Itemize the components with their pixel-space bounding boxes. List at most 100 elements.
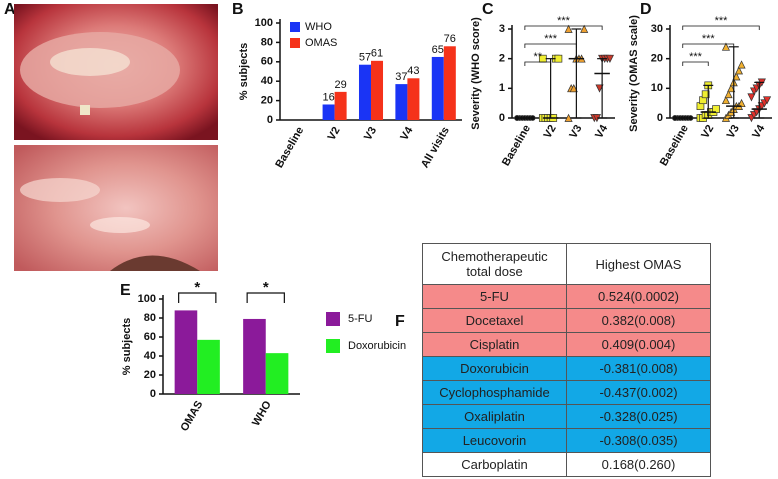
x-tick-label: All visits — [419, 125, 452, 170]
legend-swatch — [290, 38, 300, 48]
value-label: 43 — [407, 65, 419, 77]
y-axis-label: % subjects — [238, 43, 250, 100]
value-label: 16 — [322, 91, 334, 103]
value-label: 57 — [359, 52, 371, 64]
significance-bracket — [524, 43, 577, 48]
table-cell: Docetaxel — [422, 308, 567, 333]
table-row: Cisplatin 0.409(0.004) — [422, 332, 711, 357]
significance-label: *** — [557, 15, 571, 27]
table-cell: Doxorubicin — [422, 356, 567, 381]
table-cell: Cyclophosphamide — [422, 380, 567, 405]
significance-label: *** — [715, 15, 729, 27]
value-label: 65 — [432, 44, 444, 56]
table-cell: Highest OMAS — [566, 243, 711, 285]
significance-bracket — [682, 61, 709, 66]
table-cell: -0.437(0.002) — [566, 380, 711, 405]
x-tick-label: V2 — [699, 123, 716, 141]
x-tick-label: V2 — [326, 125, 343, 143]
y-tick-label: 20 — [651, 53, 663, 65]
y-tick-label: 40 — [144, 350, 156, 362]
point — [734, 66, 744, 75]
legend-label: Doxorubicin — [348, 340, 406, 352]
bar — [358, 64, 371, 120]
table-cell: -0.328(0.025) — [566, 404, 711, 429]
y-tick-label: 40 — [261, 75, 273, 87]
panel-label: A — [4, 1, 16, 18]
table-row: 5-FU 0.524(0.0002) — [422, 284, 711, 309]
bar — [197, 339, 220, 394]
significance-bracket — [178, 292, 217, 303]
point — [721, 42, 731, 51]
x-tick-label: V3 — [725, 123, 742, 141]
bar — [371, 60, 384, 120]
point — [737, 98, 746, 108]
y-tick-label: 20 — [144, 369, 156, 381]
bar — [265, 353, 289, 394]
significance-label: * — [194, 279, 200, 296]
x-tick-label: OMAS — [178, 399, 205, 434]
significance-label: *** — [689, 51, 703, 63]
bar — [243, 318, 266, 394]
x-tick-label: Baseline — [500, 123, 533, 168]
x-tick-label: V3 — [362, 125, 379, 143]
x-tick-label: V4 — [398, 124, 416, 142]
table-cell: 5-FU — [422, 284, 567, 309]
y-tick-label: 80 — [144, 312, 156, 324]
point — [712, 105, 720, 113]
y-tick-label: 0 — [150, 388, 156, 400]
table-row: Cyclophosphamide -0.437(0.002) — [422, 380, 711, 405]
legend-label: 5-FU — [348, 313, 373, 325]
value-label: 29 — [334, 79, 346, 91]
x-tick-label: V2 — [542, 123, 559, 141]
header-row: Chemotherapeutic total dose Highest OMAS — [422, 243, 711, 285]
panel-label: D — [640, 1, 652, 18]
significance-label: ** — [533, 51, 542, 63]
table-cell: -0.381(0.008) — [566, 356, 711, 381]
point — [747, 93, 756, 102]
panel-label: F — [395, 313, 405, 330]
table-cell: 0.168(0.260) — [566, 452, 711, 477]
x-tick-label: Baseline — [658, 123, 691, 168]
value-label: 76 — [444, 33, 456, 45]
table-cell: Cisplatin — [422, 332, 567, 357]
legend-label: WHO — [305, 21, 332, 33]
point — [605, 54, 614, 63]
correlation-table: Chemotherapeutic total dose Highest OMAS 5… — [422, 243, 711, 477]
point — [569, 84, 578, 93]
y-tick-label: 100 — [255, 17, 273, 29]
table-cell: Oxaliplatin — [422, 404, 567, 429]
y-tick-label: 60 — [144, 331, 156, 343]
significance-bracket — [524, 25, 603, 30]
panel-label: E — [120, 282, 131, 299]
significance-label: *** — [702, 33, 716, 45]
point — [564, 113, 573, 122]
bar — [431, 56, 444, 120]
table-row: Leucovorin -0.308(0.035) — [422, 428, 711, 453]
x-tick-label: V4 — [593, 122, 611, 140]
point — [737, 60, 746, 69]
legend-swatch — [326, 312, 340, 326]
y-tick-label: 0 — [499, 112, 505, 124]
significance-bracket — [682, 43, 735, 48]
table-cell: -0.308(0.035) — [566, 428, 711, 453]
table-row: Carboplatin 0.168(0.260) — [422, 452, 711, 477]
point — [727, 84, 736, 93]
bar — [174, 310, 198, 394]
table-cell: 0.524(0.0002) — [566, 284, 711, 309]
table-row: Docetaxel 0.382(0.008) — [422, 308, 711, 333]
point — [564, 24, 573, 33]
value-label: 61 — [371, 48, 383, 60]
significance-label: * — [263, 279, 269, 296]
x-tick-label: WHO — [250, 399, 274, 429]
y-tick-label: 10 — [651, 82, 663, 94]
point — [721, 95, 731, 105]
photo-bottom — [14, 145, 218, 271]
bar — [407, 78, 420, 120]
significance-bracket — [246, 292, 285, 303]
x-tick-label: Baseline — [273, 125, 306, 170]
y-tick-label: 2 — [499, 53, 505, 65]
legend-swatch — [326, 339, 340, 353]
point — [595, 84, 604, 93]
